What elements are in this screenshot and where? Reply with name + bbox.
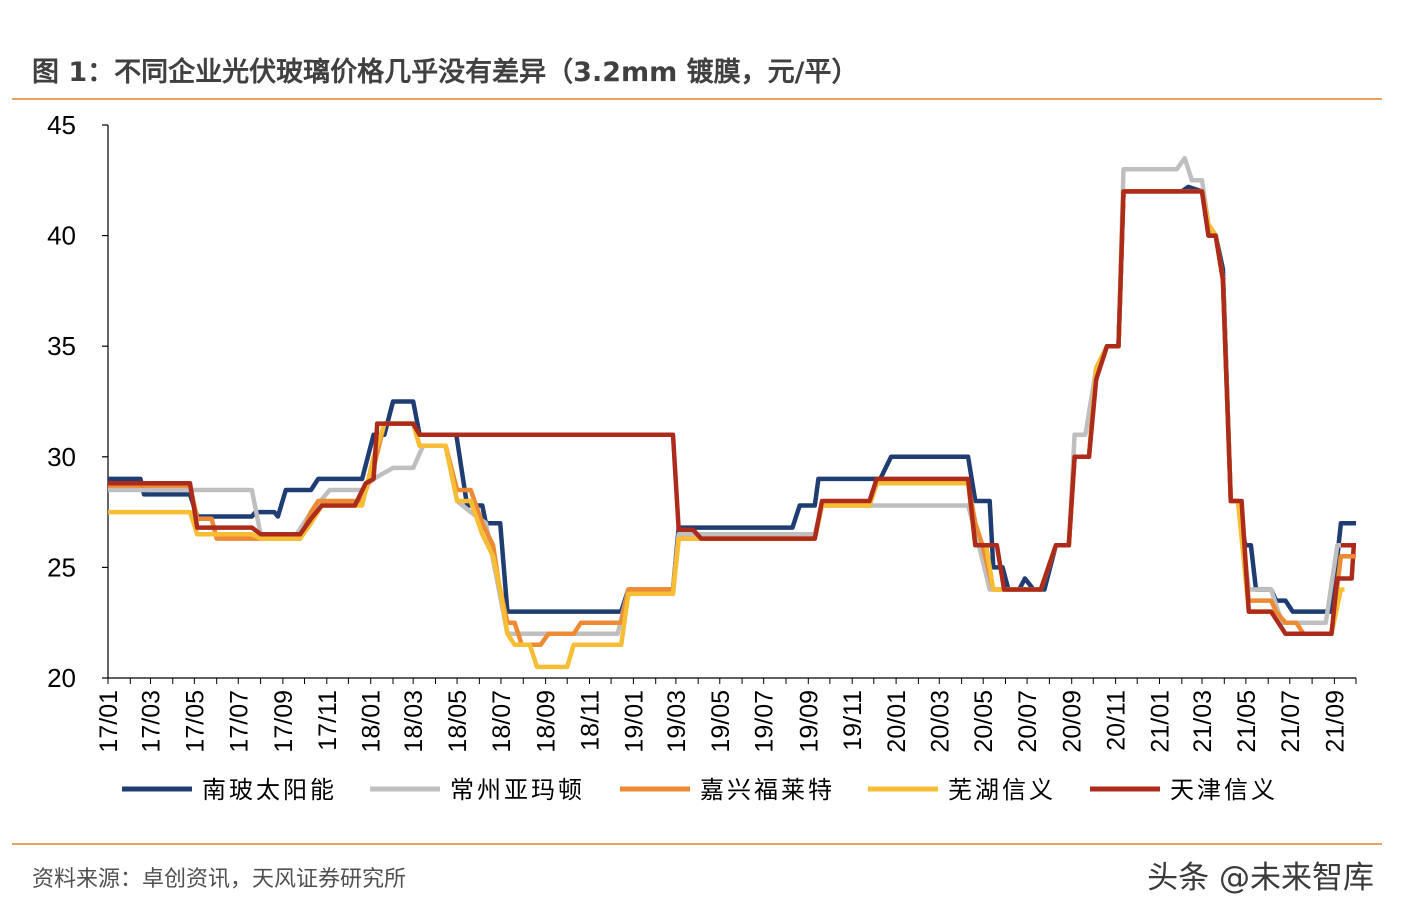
footer-divider xyxy=(12,843,1382,845)
x-tick-label: 18/03 xyxy=(400,690,428,753)
x-tick-label: 20/09 xyxy=(1059,690,1087,753)
series-line-3 xyxy=(108,189,1356,648)
series-line-1 xyxy=(108,184,1356,614)
x-tick-label: 20/07 xyxy=(1014,690,1042,753)
x-tick-label: 20/03 xyxy=(926,690,954,753)
legend-label-5: 天津信义 xyxy=(1170,776,1278,804)
x-tick-label: 18/09 xyxy=(533,690,561,753)
series-line-5 xyxy=(108,189,1357,637)
x-tick-label: 20/01 xyxy=(883,690,911,753)
x-tick-label: 18/05 xyxy=(444,690,472,753)
x-tick-label: 21/01 xyxy=(1147,690,1175,753)
x-tick-label: 19/11 xyxy=(839,690,867,751)
x-tick-label: 17/07 xyxy=(225,690,253,753)
chart-legend: 南玻太阳能 常州亚玛顿 嘉兴福莱特 芜湖信义 天津信义 xyxy=(122,776,1278,804)
series-line-2 xyxy=(108,155,1356,637)
figure-title: 图 1：不同企业光伏玻璃价格几乎没有差异（3.2mm 镀膜，元/平） xyxy=(32,57,859,88)
x-tick-label: 17/05 xyxy=(181,690,209,753)
y-tick-label: 20 xyxy=(47,663,76,693)
y-tick-label: 45 xyxy=(47,110,76,140)
x-tick-label: 17/03 xyxy=(137,690,165,753)
x-tick-label: 19/01 xyxy=(620,690,648,753)
x-tick-label: 21/03 xyxy=(1189,690,1217,753)
legend-label-2: 常州亚玛顿 xyxy=(450,776,585,804)
x-tick-label: 19/03 xyxy=(663,690,691,753)
x-tick-label: 17/01 xyxy=(95,690,123,753)
x-tick-label: 19/05 xyxy=(707,690,735,753)
y-tick-label: 40 xyxy=(47,221,76,251)
x-tick-label: 19/07 xyxy=(751,690,779,753)
legend-label-3: 嘉兴福莱特 xyxy=(700,776,835,804)
source-note: 资料来源：卓创资讯，天风证券研究所 xyxy=(32,867,407,892)
x-tick-label: 21/05 xyxy=(1233,690,1261,753)
x-tick-label: 17/09 xyxy=(270,690,298,753)
watermark: 头条 @未来智库 xyxy=(1147,860,1374,896)
x-tick-label: 20/11 xyxy=(1103,690,1131,751)
y-tick-label: 30 xyxy=(47,442,76,472)
title-divider xyxy=(12,98,1382,100)
x-tick-label: 20/05 xyxy=(970,690,998,753)
y-tick-label: 25 xyxy=(47,552,76,582)
series-line-4 xyxy=(108,189,1345,670)
legend-label-1: 南玻太阳能 xyxy=(202,776,337,804)
x-tick-label: 21/09 xyxy=(1321,690,1349,753)
x-tick-label: 21/07 xyxy=(1277,690,1305,753)
x-tick-label: 18/07 xyxy=(488,690,516,753)
x-tick-label: 18/11 xyxy=(576,690,604,751)
x-tick-label: 17/11 xyxy=(314,690,342,751)
legend-label-4: 芜湖信义 xyxy=(948,776,1056,804)
x-tick-label: 19/09 xyxy=(795,690,823,753)
chart-axes: 20 25 30 35 40 45 17/01 17/03 17/05 17/07 17/09 17/… xyxy=(47,110,1357,753)
y-tick-label: 35 xyxy=(47,331,76,361)
x-tick-label: 18/01 xyxy=(358,690,386,753)
series-layer xyxy=(108,155,1357,670)
